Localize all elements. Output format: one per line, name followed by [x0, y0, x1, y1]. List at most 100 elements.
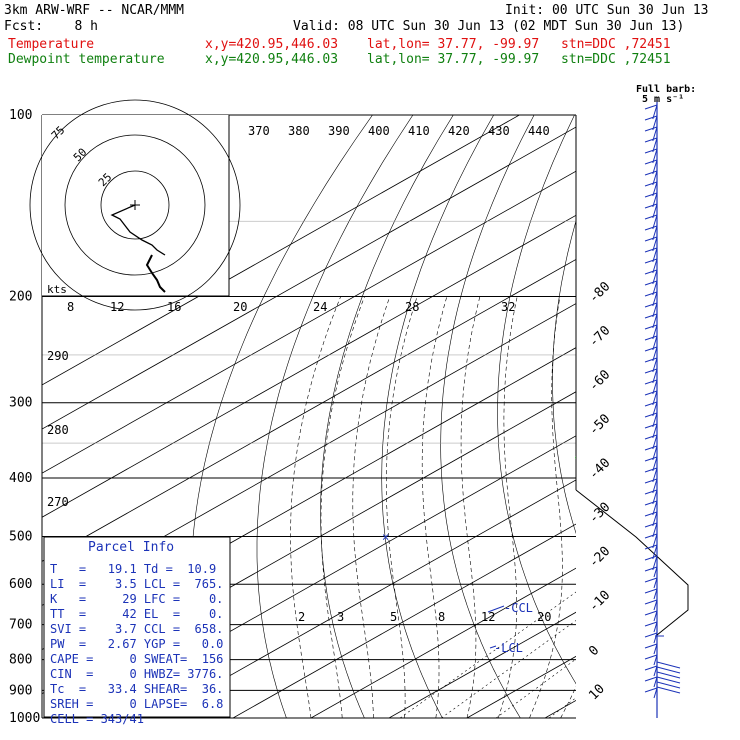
speed-tick-label: 16 [167, 300, 181, 314]
wind-barb [656, 686, 681, 694]
dry-adiabat [497, 115, 576, 685]
wind-barb [653, 687, 658, 699]
wind-barb-flag [644, 236, 658, 242]
isotherm-label: -50 [586, 411, 613, 438]
temperature-xy: x,y=420.95,446.03 [205, 37, 339, 52]
moist-adiabat [654, 297, 740, 719]
wind-barb-flag [644, 522, 658, 528]
wind-barb [656, 681, 681, 689]
dry-adiabat [381, 115, 495, 718]
wind-barb-flag [644, 104, 658, 110]
mixing-ratio-line [597, 584, 740, 718]
mixing-ratio-line [548, 697, 576, 718]
isotherm-line [42, 214, 576, 518]
isotherm-line [42, 115, 521, 386]
parcel-info-row: PW = 2.67 YGP = 0.0 [50, 637, 224, 651]
wind-barb-flag [644, 379, 658, 385]
parcel-info-row: CIN = 0 HWBZ= 3776. [50, 667, 224, 681]
parcel-info-row: SVI = 3.7 CCL = 658. [50, 622, 224, 636]
dry-adiabat [320, 115, 454, 718]
dewpoint-station: stn=DDC ,72451 [561, 52, 671, 67]
wind-barb-flag [644, 159, 658, 165]
isotherm-line [678, 57, 740, 731]
wind-barb-flag [644, 423, 658, 429]
mixing-ratio-label: 5 [390, 610, 397, 624]
hodograph-ring [29, 99, 241, 311]
parcel-info-row: TT = 42 EL = 0. [50, 607, 224, 621]
wind-barb [656, 666, 681, 674]
wind-barb-flag [644, 368, 658, 374]
wind-barb-flag [644, 170, 658, 176]
wind-barb-flag [644, 192, 658, 198]
moist-adiabat [386, 296, 418, 718]
wind-barb [656, 676, 681, 684]
mixing-ratio-label: 20 [537, 610, 551, 624]
mixing-ratio-line [399, 591, 576, 718]
parcel-info-row: LI = 3.5 LCL = 765. [50, 577, 224, 591]
wind-barb-flag [644, 302, 658, 308]
isotherm-line [388, 611, 576, 718]
wind-barb [653, 599, 658, 611]
theta-label: 380 [288, 124, 310, 138]
mixing-ratio-label: 3 [337, 610, 344, 624]
wind-barb [653, 643, 658, 655]
dewpoint-latlon: lat,lon= 37.77, -99.97 [367, 52, 540, 67]
wind-barb-flag [644, 280, 658, 286]
parcel-info-row: CAPE = 0 SWEAT= 156 [50, 652, 224, 666]
pressure-tick-label: 900 [9, 683, 32, 698]
pressure-tick-label: 700 [9, 618, 32, 633]
hodograph-ring [100, 170, 170, 240]
wind-barb-flag [644, 258, 658, 264]
isotherm-label: -60 [586, 367, 613, 394]
ccl-marker [487, 605, 505, 613]
wind-barb-flag [644, 687, 658, 693]
wind-barb-flag [644, 500, 658, 506]
wind-barb-flag [644, 335, 658, 341]
wind-barb-flag [644, 643, 658, 649]
temperature-profile [646, 115, 740, 694]
wind-barb-flag [644, 357, 658, 363]
wind-barb-flag [644, 401, 658, 407]
wind-barb [653, 676, 658, 688]
annotation-layer: -CCL -LCL × [43, 530, 533, 718]
moist-adiabat [290, 296, 341, 718]
theta-label: 370 [248, 124, 270, 138]
lcl-label: -LCL [494, 641, 523, 655]
pressure-tick-label: 400 [9, 471, 32, 486]
wind-barb-flag [644, 456, 658, 462]
pressure-tick-label: 300 [9, 396, 32, 411]
wind-barb [653, 632, 658, 644]
isotherm-line [42, 170, 576, 474]
isotherm-line [600, 57, 740, 731]
dewpoint-legend: Dewpoint temperature [8, 52, 165, 67]
speed-tick-label: 20 [233, 300, 247, 314]
pressure-tick-label: 200 [9, 290, 32, 305]
valid-time: Valid: 08 UTC Sun 30 Jun 13 (02 MDT Sun … [293, 19, 685, 34]
isotherm-line [232, 523, 576, 718]
speed-tick-label: 12 [110, 300, 124, 314]
barb-border [575, 489, 689, 636]
wind-barb-flag [644, 632, 658, 638]
wind-barb-flag [644, 269, 658, 275]
isotherm-label: -10 [586, 588, 613, 615]
theta-label: 390 [328, 124, 350, 138]
wind-barb-flag [644, 126, 658, 132]
wind-barb-flag [644, 434, 658, 440]
hodograph-trace [110, 204, 166, 256]
wind-barb [653, 621, 658, 633]
wind-barb-flag [644, 533, 658, 539]
mixing-ratio-line [660, 584, 740, 718]
dry-adiabat [657, 87, 740, 730]
isotherm-label: 0 [586, 643, 602, 659]
wind-barb-flag [644, 412, 658, 418]
barb-legend-line1: Full barb: [636, 84, 697, 95]
wind-barb-flag [644, 676, 658, 682]
dewpoint-xy: x,y=420.95,446.03 [205, 52, 339, 67]
wind-barb-flag [644, 665, 658, 671]
hodograph-ring [64, 134, 206, 276]
wind-barb-flag [644, 555, 658, 561]
wind-barb [653, 654, 658, 666]
pressure-tick-label: 800 [9, 653, 32, 668]
isotherm-line [42, 126, 576, 430]
